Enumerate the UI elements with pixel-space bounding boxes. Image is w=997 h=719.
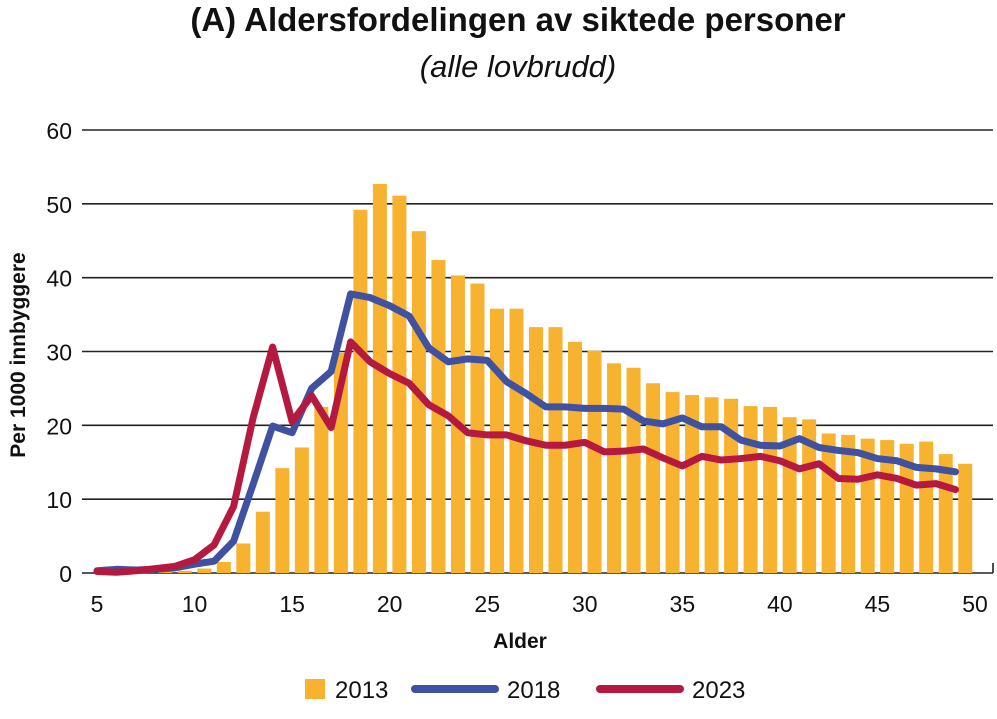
bar-2013-age-22 xyxy=(431,259,446,573)
x-tick-label: 30 xyxy=(572,591,598,617)
bar-2013-age-41 xyxy=(802,419,817,573)
legend-label-2018: 2018 xyxy=(507,677,560,704)
x-axis-label: Alder xyxy=(493,630,547,653)
bar-2013-age-19 xyxy=(372,183,387,574)
y-tick-label: 30 xyxy=(46,340,72,366)
bar-2013-age-30 xyxy=(587,350,602,573)
x-tick-label: 15 xyxy=(279,591,305,617)
bar-2013-age-43 xyxy=(841,434,856,573)
y-tick-label: 20 xyxy=(46,413,72,439)
x-tick-label: 20 xyxy=(377,591,403,617)
y-tick-label: 10 xyxy=(46,487,72,513)
bar-2013-age-44 xyxy=(860,438,875,573)
bar-2013-age-28 xyxy=(548,327,563,573)
x-tick-label: 10 xyxy=(182,591,208,617)
x-tick-label: 45 xyxy=(865,591,891,617)
line-2023 xyxy=(93,338,959,576)
bar-2013-age-10 xyxy=(197,568,212,573)
x-tick-label: 40 xyxy=(767,591,793,617)
bar-2013-age-29 xyxy=(568,341,583,573)
bar-2013-age-25 xyxy=(489,308,504,573)
x-tick-label: 5 xyxy=(91,591,104,617)
bar-2013-age-33 xyxy=(646,383,661,573)
bar-2013-age-18 xyxy=(353,209,368,574)
bar-2013-age-37 xyxy=(724,398,739,573)
bar-2013-age-31 xyxy=(607,363,622,573)
tick-labels: 0 10 20 30 40 50 60 5 10 15 20 25 30 35 40 45 50 xyxy=(46,118,987,617)
bar-2013-age-8 xyxy=(158,571,173,573)
bar-2013-age-34 xyxy=(665,392,680,573)
legend-label-2013: 2013 xyxy=(335,677,388,704)
bar-2013-age-35 xyxy=(685,395,700,573)
bar-2013-age-9 xyxy=(177,570,192,573)
y-tick-label: 60 xyxy=(46,118,72,144)
bar-2013-age-47 xyxy=(919,441,934,573)
bar-2013-age-38 xyxy=(743,406,758,573)
bar-2013-age-32 xyxy=(626,367,641,573)
bar-2013-age-15 xyxy=(294,447,309,573)
legend-swatch-2013 xyxy=(305,679,325,699)
bar-2013-age-21 xyxy=(411,231,426,573)
chart-title: (A) Aldersfordelingen av siktede persone… xyxy=(190,1,845,38)
legend-label-2023: 2023 xyxy=(692,677,745,704)
lines xyxy=(93,290,959,576)
bar-2013-age-39 xyxy=(763,406,778,573)
legend: 2013 2018 2023 xyxy=(305,677,745,704)
y-tick-label: 0 xyxy=(59,561,72,587)
bar-2013-age-11 xyxy=(216,561,231,573)
bar-2013-age-36 xyxy=(704,397,719,573)
bar-2013-age-13 xyxy=(255,511,270,573)
bar-2013-age-49 xyxy=(958,463,973,573)
chart-subtitle: (alle lovbrudd) xyxy=(420,49,616,84)
bar-2013-age-46 xyxy=(899,443,914,573)
y-tick-label: 50 xyxy=(46,192,72,218)
bar-2013-age-42 xyxy=(821,433,836,573)
line-2018 xyxy=(93,290,959,575)
x-tick-label: 35 xyxy=(670,591,696,617)
bar-2013-age-27 xyxy=(528,327,543,573)
x-tick-label: 50 xyxy=(962,591,988,617)
bar-2013-age-24 xyxy=(470,283,485,573)
y-tick-label: 40 xyxy=(46,266,72,292)
bar-2013-age-16 xyxy=(314,406,329,573)
x-tick-label: 25 xyxy=(474,591,500,617)
bar-2013-age-40 xyxy=(782,417,797,573)
bar-2013-age-20 xyxy=(392,195,407,573)
y-axis-label: Per 1000 innbyggere xyxy=(7,252,30,457)
bar-2013-age-12 xyxy=(236,543,251,573)
bar-2013-age-14 xyxy=(275,468,290,573)
